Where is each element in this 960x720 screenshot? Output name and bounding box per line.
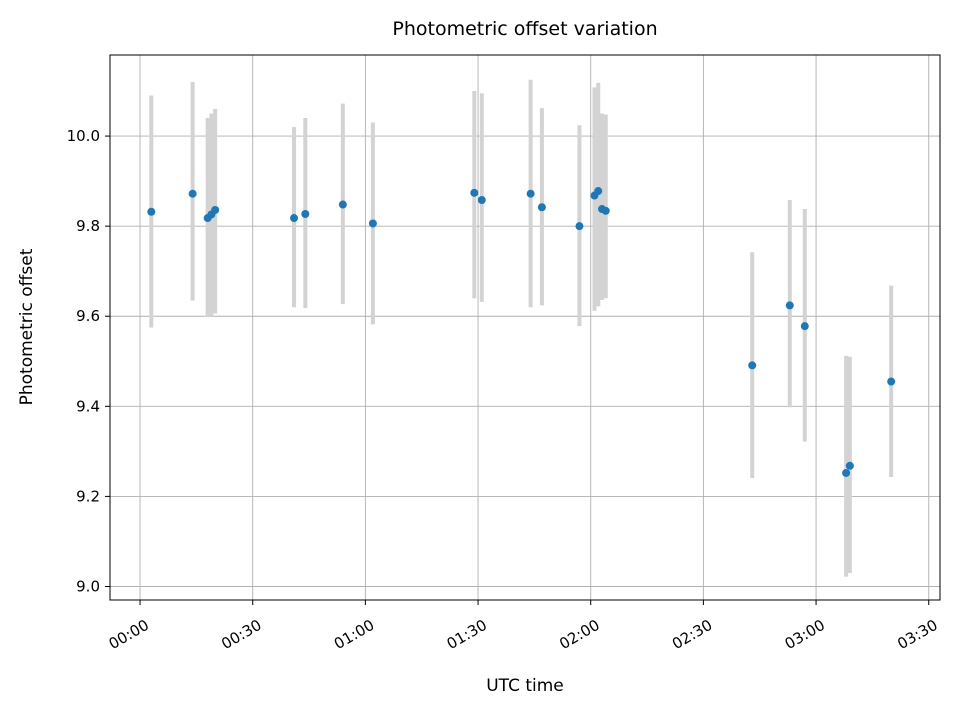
data-point xyxy=(290,214,299,223)
data-point xyxy=(211,205,220,214)
data-point xyxy=(470,188,479,197)
y-tick-label: 9.2 xyxy=(76,487,100,505)
x-tick-label: 00:00 xyxy=(106,616,152,653)
x-tick-label: 01:30 xyxy=(444,616,490,653)
data-point xyxy=(526,189,535,198)
x-tick-label: 01:00 xyxy=(331,616,377,653)
y-tick-label: 10.0 xyxy=(67,127,100,145)
axes-box xyxy=(109,54,941,601)
y-tick-label: 9.4 xyxy=(76,397,100,415)
x-tick-label: 02:30 xyxy=(669,616,715,653)
x-tick-label: 03:00 xyxy=(782,616,828,653)
data-point xyxy=(188,189,197,198)
data-point xyxy=(477,196,486,205)
data-point xyxy=(537,203,546,212)
x-tick-label: 00:30 xyxy=(218,616,264,653)
data-point xyxy=(887,377,896,386)
y-tick-label: 9.6 xyxy=(76,307,100,325)
data-point xyxy=(147,207,156,216)
chart-title: Photometric offset variation xyxy=(392,18,658,40)
x-tick-label: 03:30 xyxy=(894,616,940,653)
data-point xyxy=(368,219,377,228)
y-axis-label: Photometric offset xyxy=(17,248,37,406)
data-point xyxy=(575,222,584,231)
x-axis-label: UTC time xyxy=(486,676,564,696)
x-tick-label: 02:00 xyxy=(556,616,602,653)
data-point xyxy=(594,187,603,196)
data-point xyxy=(748,361,757,370)
y-tick-label: 9.0 xyxy=(76,577,100,595)
data-point xyxy=(845,461,854,470)
data-point xyxy=(785,301,794,310)
data-point xyxy=(842,468,851,477)
y-tick-label: 9.8 xyxy=(76,217,100,235)
data-point xyxy=(800,322,809,331)
data-point xyxy=(601,206,610,215)
data-point xyxy=(338,200,347,209)
data-point xyxy=(301,209,310,218)
